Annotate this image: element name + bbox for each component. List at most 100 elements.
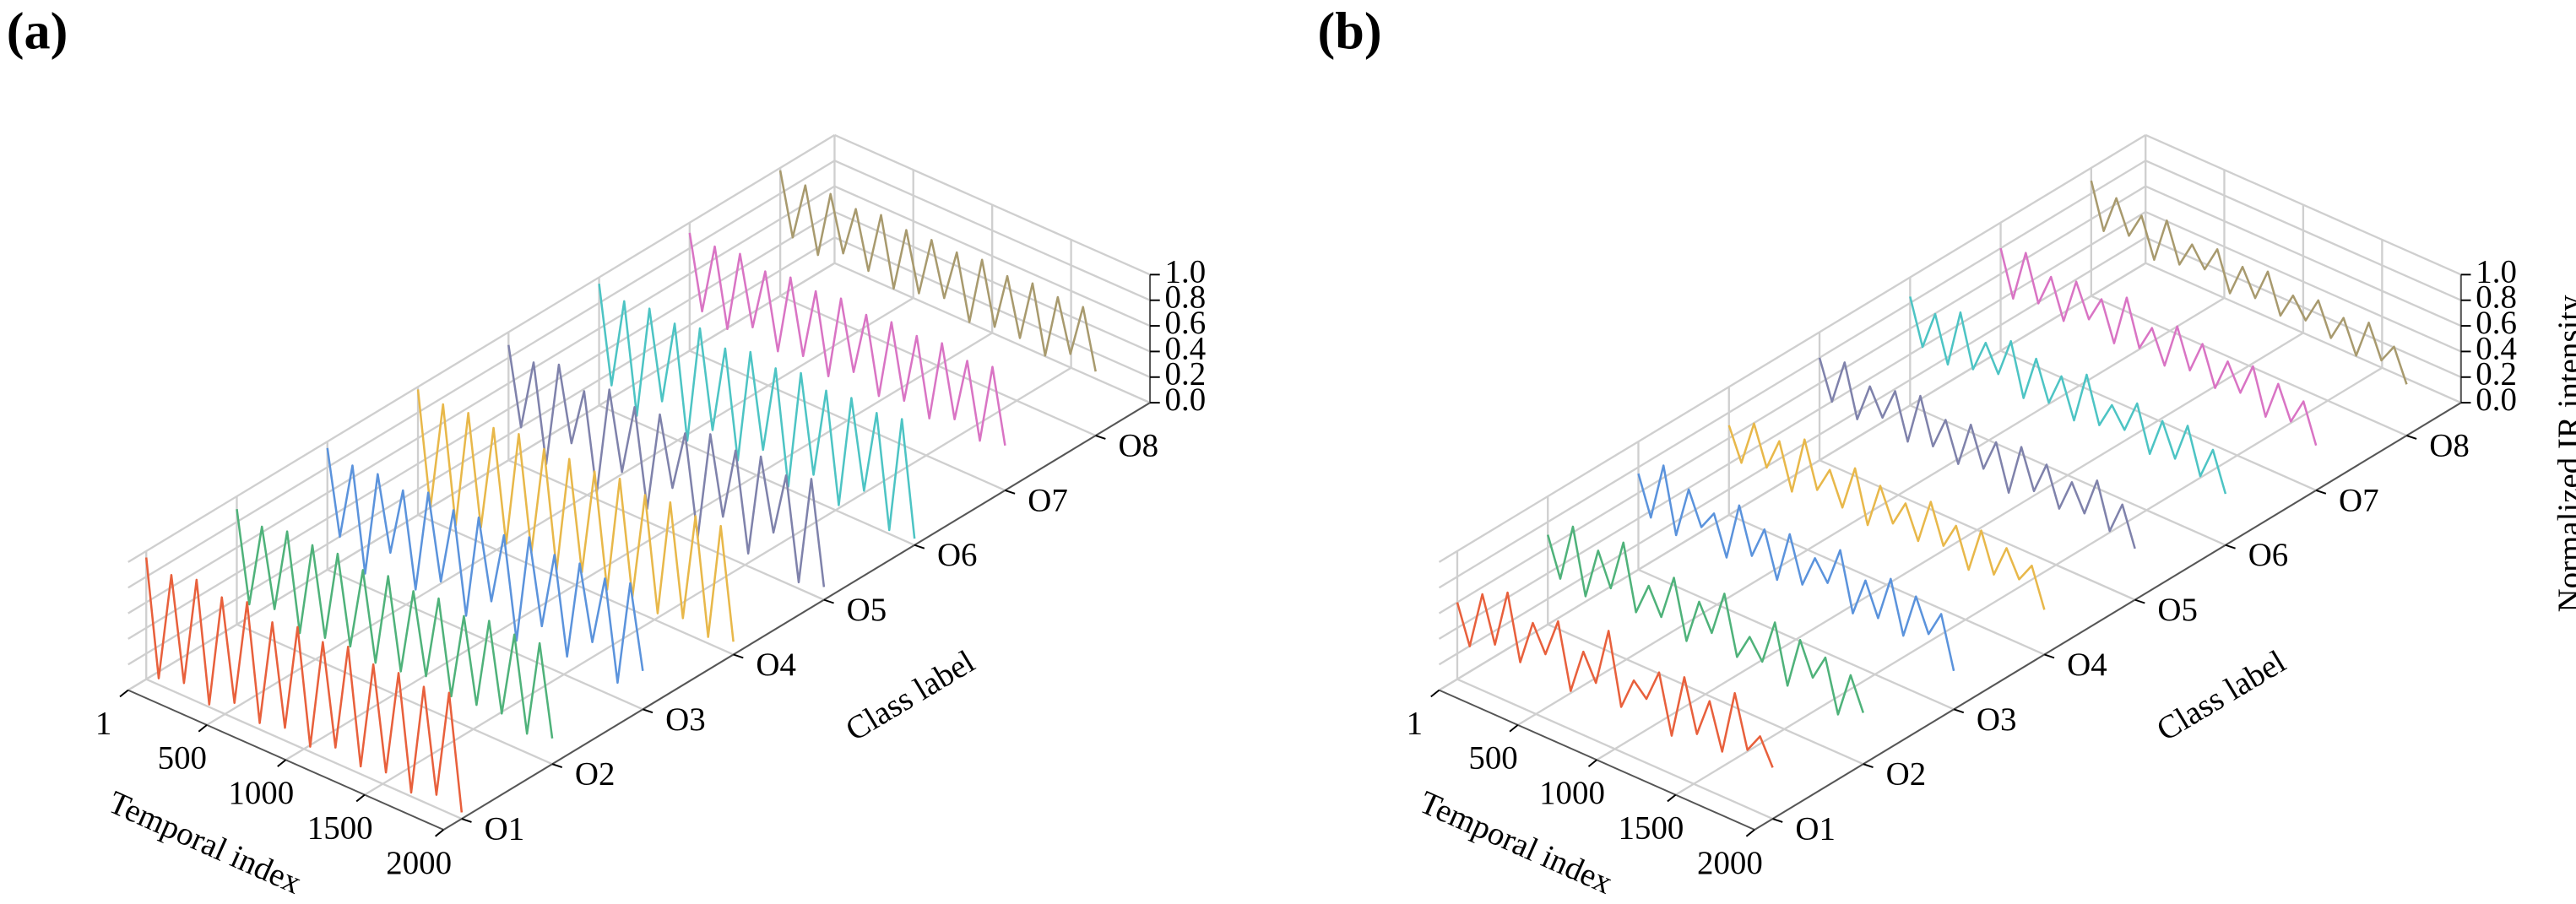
tick-mark <box>1509 724 1519 733</box>
z-tick-label: 1.0 <box>2476 253 2517 290</box>
grid-line <box>127 185 836 614</box>
x-axis-line <box>1439 689 1755 831</box>
grid-line <box>364 366 1072 796</box>
grid-line <box>833 133 1151 276</box>
tick-mark <box>119 689 129 698</box>
grid-line <box>1438 133 2146 563</box>
x-tick-label: 1000 <box>228 775 294 811</box>
tick-mark <box>1863 763 1874 769</box>
grid-line <box>1438 262 2146 691</box>
grid-line <box>1438 236 2146 666</box>
y-axis-label: Class label <box>839 643 981 748</box>
tick-mark <box>2134 598 2145 604</box>
tick-mark <box>1745 829 1755 837</box>
series-line <box>236 509 554 739</box>
y-tick-label: O1 <box>1795 811 1836 847</box>
z-tick-label: 0.0 <box>2476 382 2517 418</box>
panel-title: (a) <box>7 3 68 60</box>
y-axis-line <box>442 402 1151 831</box>
series-line <box>598 284 916 539</box>
grid-line <box>236 623 553 766</box>
series-line <box>1818 357 2136 549</box>
z-tick-label: 1.0 <box>1165 253 1207 290</box>
x-tick-label: 1 <box>1407 705 1423 741</box>
tick-mark <box>2406 435 2417 440</box>
grid-line <box>327 568 643 711</box>
y-axis-label: Class label <box>2150 643 2292 748</box>
z-tick-label: 0.6 <box>1165 305 1207 341</box>
tick-mark <box>823 598 834 604</box>
y-tick-label: O3 <box>665 701 706 738</box>
y-tick-label: O5 <box>2157 592 2198 628</box>
tick-mark <box>1667 793 1677 803</box>
tick-mark <box>2044 653 2055 659</box>
x-axis-line <box>127 689 444 831</box>
grid-line <box>833 185 1151 327</box>
z-tick-label: 0.4 <box>1165 330 1207 366</box>
tick-mark <box>1430 689 1440 698</box>
y-axis-line <box>1754 402 2462 831</box>
grid-line <box>1675 366 2383 796</box>
y-tick-label: O4 <box>756 647 796 683</box>
tick-mark <box>1005 489 1016 495</box>
grid-line <box>127 236 836 666</box>
grid-line <box>2091 295 2407 437</box>
z-axis-label: Normalized IR intensity <box>2552 295 2576 613</box>
z-tick-label: 0.0 <box>1165 382 1207 418</box>
tick-mark <box>435 829 444 837</box>
grid-line <box>1438 185 2146 614</box>
y-tick-label: O4 <box>2067 647 2107 683</box>
tick-mark <box>198 724 208 733</box>
x-tick-label: 1500 <box>1619 809 1684 846</box>
grid-line <box>2145 160 2462 301</box>
y-tick-label: O8 <box>1119 428 1159 464</box>
grid-line <box>1438 160 2146 589</box>
tick-mark <box>551 763 563 769</box>
x-tick-label: 1500 <box>307 809 373 846</box>
series-line <box>1456 591 1774 768</box>
x-tick-label: 2000 <box>386 845 452 881</box>
tick-mark <box>2315 489 2327 495</box>
grid-line <box>127 160 836 589</box>
tick-mark <box>733 653 744 659</box>
z-tick-label: 0.6 <box>2476 305 2517 341</box>
tick-mark <box>1953 708 1965 714</box>
grid-line <box>1638 568 1955 711</box>
grid-line <box>833 210 1151 353</box>
x-tick-label: 1 <box>95 705 111 741</box>
series-line <box>688 232 1006 446</box>
grid-line <box>833 160 1151 301</box>
tick-mark <box>1095 435 1106 440</box>
tick-mark <box>355 793 366 803</box>
y-tick-label: O6 <box>2248 537 2289 573</box>
tick-mark <box>643 708 653 714</box>
grid-line <box>2000 349 2317 491</box>
grid-line <box>2145 133 2462 276</box>
series-line <box>1637 464 1955 672</box>
series-line <box>416 389 735 642</box>
x-tick-label: 1000 <box>1539 775 1605 811</box>
y-tick-label: O1 <box>485 811 525 847</box>
grid-line <box>2145 185 2462 327</box>
series-line <box>2090 180 2408 385</box>
grid-line <box>417 514 735 656</box>
z-tick-label: 0.2 <box>1165 356 1207 392</box>
grid-line <box>1819 459 2136 601</box>
y-tick-label: O7 <box>2339 482 2379 518</box>
grid-line <box>1456 678 1774 820</box>
z-tick-label: 0.8 <box>1165 279 1207 316</box>
x-tick-label: 500 <box>158 740 207 777</box>
series-line <box>326 447 644 685</box>
grid-line <box>127 133 836 563</box>
series-line <box>1999 247 2318 447</box>
series-line <box>1909 296 2227 495</box>
series-line <box>507 344 826 587</box>
series-line <box>1727 422 2046 610</box>
y-tick-label: O2 <box>575 756 616 793</box>
grid-line <box>2145 210 2462 353</box>
series-line <box>778 170 1097 372</box>
grid-line <box>2145 236 2462 378</box>
grid-line <box>1909 404 2226 546</box>
grid-line <box>1728 514 2045 656</box>
